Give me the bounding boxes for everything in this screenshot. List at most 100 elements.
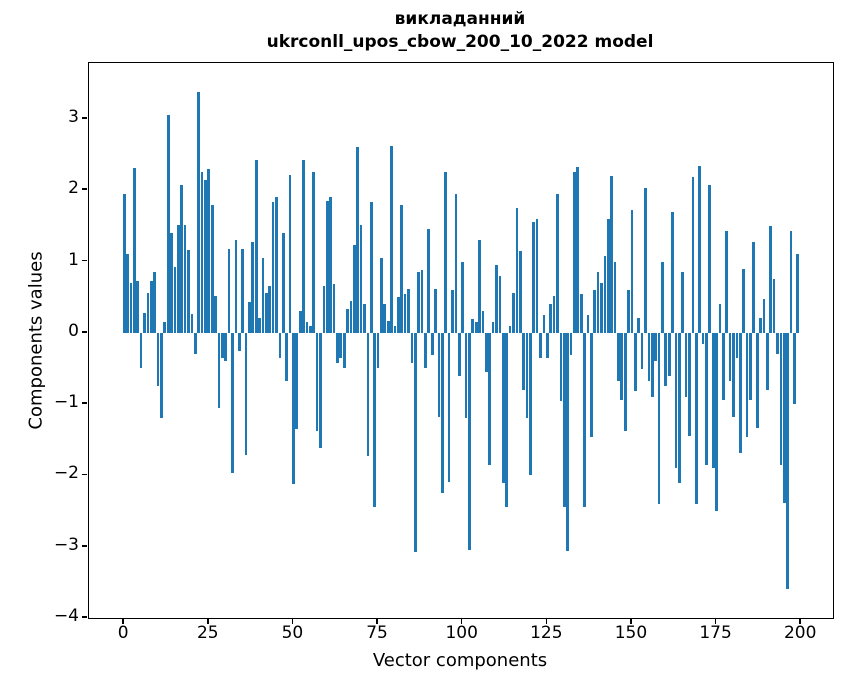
bar	[691, 176, 695, 333]
bar	[227, 249, 231, 333]
x-tick-label: 150	[614, 623, 648, 643]
bar	[146, 292, 150, 333]
bar	[711, 332, 715, 469]
bar	[329, 197, 333, 333]
bar	[315, 332, 319, 432]
bar	[725, 230, 729, 333]
bar	[491, 322, 495, 333]
bar	[332, 284, 336, 333]
bar	[796, 254, 800, 333]
chart-title-line1: викладанний	[394, 9, 526, 29]
y-tick-mark	[82, 473, 87, 476]
bar	[386, 320, 390, 333]
bar	[214, 296, 217, 333]
bar	[295, 332, 299, 430]
y-tick-label: −3	[53, 534, 79, 555]
bar	[444, 172, 448, 333]
bar	[769, 225, 773, 333]
bar	[782, 332, 786, 504]
bar	[468, 332, 471, 551]
bar	[288, 175, 292, 333]
x-tick-label: 0	[117, 623, 129, 643]
bar	[339, 332, 343, 358]
bar	[752, 241, 756, 333]
bar	[461, 261, 465, 333]
bar	[322, 286, 326, 333]
bar	[170, 233, 173, 333]
bar	[640, 332, 644, 370]
bar	[488, 332, 492, 465]
bar	[261, 257, 265, 333]
bar	[772, 279, 776, 333]
bar	[129, 282, 133, 333]
x-tick-label: 125	[530, 623, 563, 643]
bar	[647, 332, 651, 381]
bar	[241, 249, 244, 333]
y-tick-mark	[82, 544, 87, 547]
y-tick-label: −1	[53, 392, 79, 413]
x-tick-label: 75	[366, 623, 388, 643]
bar	[708, 185, 712, 333]
bar	[302, 160, 305, 333]
bar	[156, 332, 160, 387]
bar	[366, 332, 370, 457]
bar	[684, 332, 688, 397]
bar	[187, 250, 190, 333]
bar	[657, 332, 661, 504]
bar	[217, 332, 221, 409]
bar	[149, 280, 153, 333]
bar	[508, 325, 512, 333]
bar	[593, 290, 597, 333]
x-tick-label: 50	[281, 623, 304, 643]
bar	[346, 309, 349, 333]
bar	[336, 332, 339, 364]
y-tick-label: 3	[68, 106, 79, 127]
bar	[749, 332, 752, 400]
bar	[383, 304, 387, 333]
bar	[573, 172, 576, 333]
bar	[617, 332, 620, 381]
bar	[738, 332, 742, 454]
chart-title: викладанний ukrconll_upos_cbow_200_10_20…	[88, 8, 832, 54]
bar	[512, 292, 515, 333]
bar	[312, 171, 316, 333]
bar	[309, 325, 312, 333]
bar	[671, 211, 674, 333]
bar	[654, 332, 657, 362]
bar	[271, 201, 275, 333]
bar	[586, 315, 590, 333]
bar	[231, 332, 234, 473]
bar	[715, 332, 718, 512]
bar	[204, 180, 207, 333]
bar	[471, 318, 475, 333]
bar	[688, 332, 691, 437]
bar	[410, 332, 414, 364]
bar	[139, 332, 143, 369]
bar	[454, 193, 458, 333]
bar	[457, 332, 461, 376]
bar	[522, 332, 525, 390]
bar	[447, 332, 451, 482]
bar	[535, 218, 539, 333]
bar	[498, 275, 502, 333]
bar	[126, 254, 129, 333]
y-tick-mark	[82, 188, 87, 191]
bar	[400, 204, 404, 333]
bar	[481, 311, 485, 333]
bar	[143, 312, 146, 333]
bar	[133, 168, 136, 333]
bar	[633, 332, 637, 392]
bar	[644, 188, 647, 333]
bar	[417, 272, 421, 333]
bar	[610, 175, 613, 333]
bar	[397, 297, 400, 333]
bar	[424, 332, 427, 369]
bar	[407, 288, 410, 333]
bar	[732, 332, 735, 417]
bar	[420, 270, 424, 333]
bar	[529, 332, 532, 476]
bar	[369, 202, 373, 333]
x-axis-label: Vector components	[372, 650, 548, 671]
bar	[525, 332, 529, 419]
bar	[292, 332, 295, 484]
